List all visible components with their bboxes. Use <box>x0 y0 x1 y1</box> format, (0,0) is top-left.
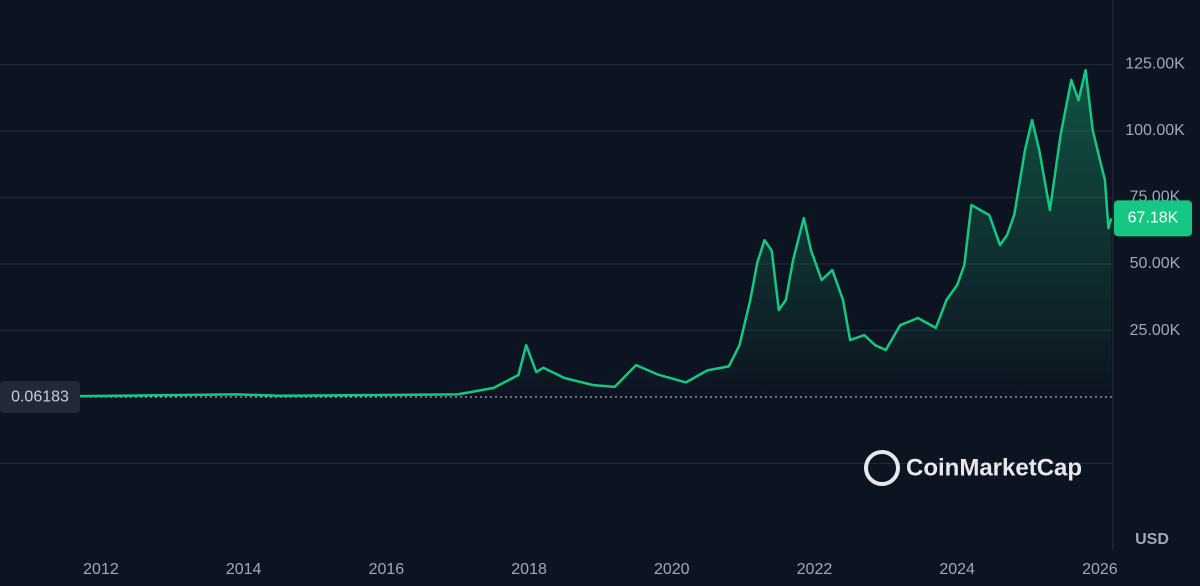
x-tick-label: 2022 <box>797 561 833 578</box>
logo <box>864 450 900 486</box>
area <box>1 70 1112 398</box>
x-tick-label: 2016 <box>369 561 405 578</box>
x-tick-label: 2026 <box>1082 561 1118 578</box>
x-tick-label: 2012 <box>83 561 119 578</box>
start-label: 0.06183 <box>0 381 80 414</box>
watermark-text: CoinMarketCap <box>906 454 1082 481</box>
x-tick-label: 2024 <box>939 561 975 578</box>
watermark: CoinMarketCap <box>864 450 1082 486</box>
last-price-label: 67.18K <box>1114 200 1192 237</box>
price-line <box>1 68 1113 399</box>
start-label-text: 0.06183 <box>11 388 69 405</box>
y-tick-label: 50.00K <box>1130 255 1181 272</box>
y-tick-label: 25.00K <box>1130 322 1181 339</box>
last-price-text: 67.18K <box>1128 210 1179 227</box>
x-tick-label: 2020 <box>654 561 690 578</box>
x-tick-label: 2018 <box>511 561 547 578</box>
x-tick-label: 2014 <box>226 561 262 578</box>
y-tick-label: 100.00K <box>1125 122 1185 139</box>
currency-label: USD <box>1135 531 1169 548</box>
start-label-box <box>0 381 80 414</box>
last-price-box <box>1114 200 1192 237</box>
y-tick-label: 125.00K <box>1125 56 1185 73</box>
